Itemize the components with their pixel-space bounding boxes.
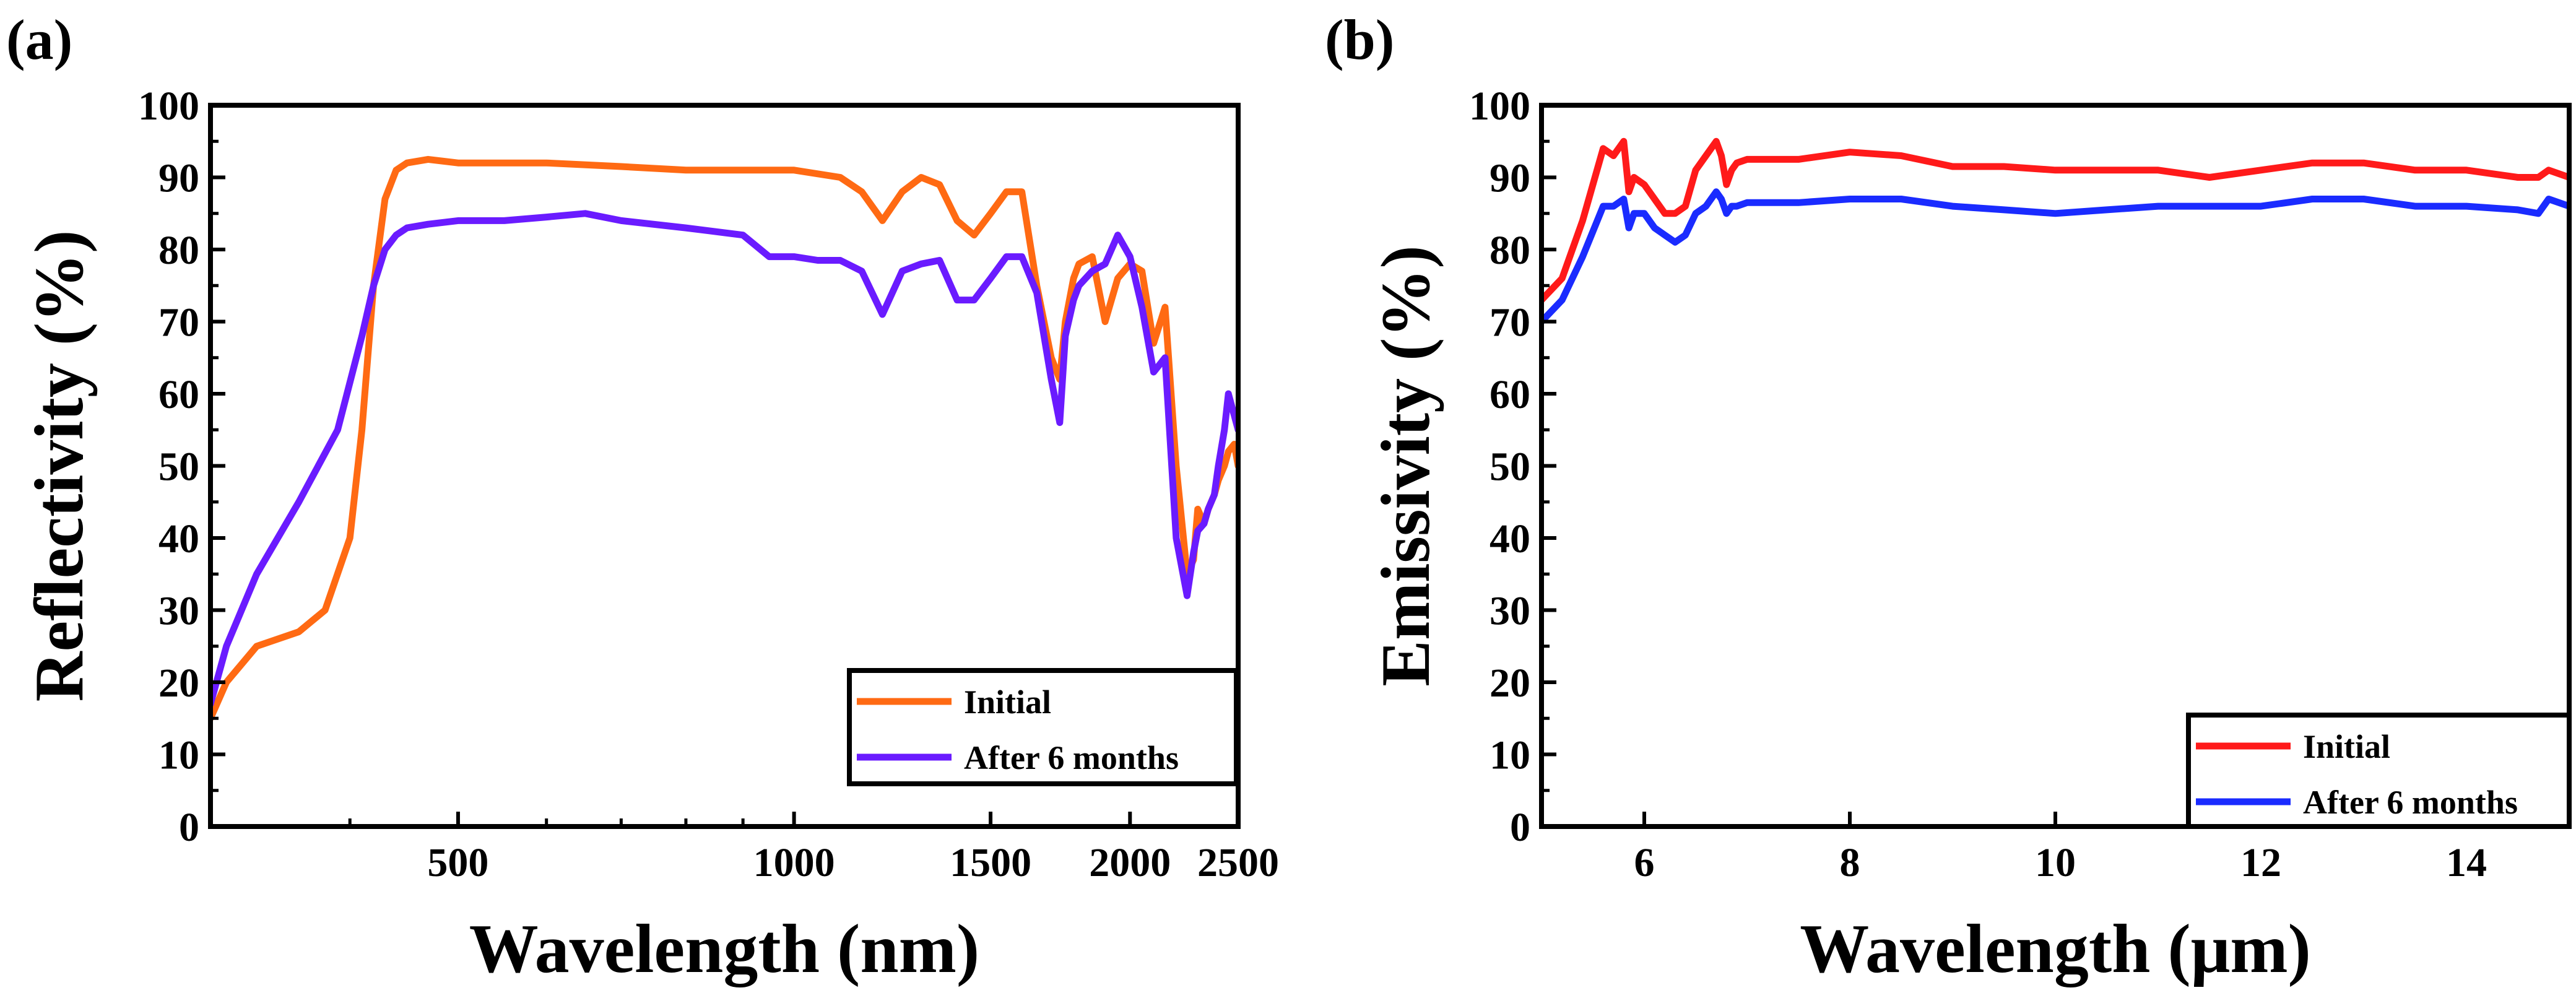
chart-b-x-axis-title: Wavelength (μm) — [1800, 911, 2311, 987]
chart-b-ytick-label: 10 — [1490, 733, 1530, 778]
chart-b-y-axis-title: Emissivity (%) — [1368, 245, 1444, 686]
chart-a-panel-label: (a) — [6, 8, 72, 71]
chart-b-panel-label: (b) — [1325, 8, 1394, 71]
chart-b-legend: Initial After 6 months — [2186, 713, 2572, 829]
chart-a-xtick-label: 500 — [427, 840, 488, 885]
chart-a-ytick-label: 60 — [158, 372, 199, 417]
chart-a-ytick-label: 90 — [158, 156, 199, 201]
chart-b-xtick-label: 12 — [2240, 840, 2281, 885]
chart-a-y-axis-title: Reflectivity (%) — [21, 230, 98, 702]
chart-b-xtick-label: 8 — [1840, 840, 1860, 885]
chart-a-ytick-label: 100 — [138, 84, 199, 129]
chart-b-legend-box — [2186, 713, 2572, 829]
chart-a-ytick-label: 70 — [158, 300, 199, 345]
chart-b-ytick-label: 30 — [1490, 589, 1530, 634]
chart-b-ytick-label: 40 — [1490, 516, 1530, 562]
chart-a-xtick-label: 1000 — [753, 840, 835, 885]
chart-a-xtick-label: 1500 — [950, 840, 1031, 885]
chart-b-ytick-label: 80 — [1490, 228, 1530, 273]
chart-a-legend-box — [847, 668, 1239, 786]
chart-b-legend-label-initial: Initial — [2303, 728, 2390, 765]
chart-a-ytick-label: 40 — [158, 516, 199, 562]
chart-b-ytick-label: 0 — [1510, 805, 1530, 850]
chart-a-legend: Initial After 6 months — [847, 668, 1239, 786]
chart-a-ytick-label: 50 — [158, 445, 199, 490]
chart-a-xtick-label: 2500 — [1197, 840, 1279, 885]
chart-a-xtick-label: 2000 — [1089, 840, 1171, 885]
chart-b-legend-label-after-6-months: After 6 months — [2303, 784, 2518, 821]
chart-a-ytick-label: 80 — [158, 228, 199, 273]
chart-b-ytick-label: 90 — [1490, 156, 1530, 201]
chart-b-xtick-label: 10 — [2035, 840, 2076, 885]
chart-b-ytick-label: 50 — [1490, 445, 1530, 490]
chart-a-legend-label-after-6-months: After 6 months — [964, 739, 1179, 776]
chart-b-ytick-label: 70 — [1490, 300, 1530, 345]
chart-a-x-axis-title: Wavelength (nm) — [469, 911, 979, 987]
chart-a-ytick-label: 0 — [179, 805, 199, 850]
chart-b: (b) 0 10 20 30 40 50 60 70 80 90 100 6 8 10 12 14 Wavelen… — [1325, 8, 2572, 987]
chart-b-ytick-label: 100 — [1469, 84, 1530, 129]
chart-a-series-after-6-months-line — [210, 210, 1238, 708]
chart-b-ytick-label: 60 — [1490, 372, 1530, 417]
chart-b-series-initial-line — [1542, 137, 2569, 304]
chart-a-series-initial-line — [210, 155, 1238, 722]
chart-a-ytick-label: 10 — [158, 733, 199, 778]
chart-a: (a) 0 10 20 30 40 50 60 70 80 90 100 500 1000 1500 2000… — [6, 8, 1279, 987]
chart-a-ytick-label: 30 — [158, 589, 199, 634]
chart-b-xtick-label: 6 — [1634, 840, 1655, 885]
chart-b-ytick-label: 20 — [1490, 661, 1530, 706]
chart-b-series-after-6-months-line — [1542, 188, 2569, 325]
chart-a-legend-label-initial: Initial — [964, 683, 1051, 721]
chart-b-xtick-label: 14 — [2446, 840, 2487, 885]
chart-a-ytick-label: 20 — [158, 661, 199, 706]
